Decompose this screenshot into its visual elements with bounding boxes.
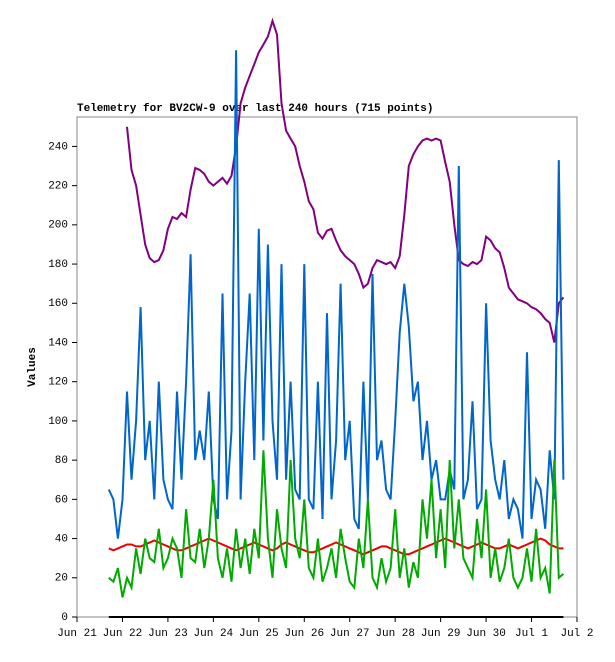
y-tick-label: 100 (48, 416, 68, 428)
series-line (107, 50, 565, 539)
y-tick-label: 120 (48, 377, 68, 389)
series-line (108, 537, 564, 556)
y-tick-label: 80 (55, 455, 68, 467)
y-tick-label: 160 (48, 298, 68, 310)
y-tick-label: 20 (55, 573, 68, 585)
series-line (108, 450, 565, 598)
y-tick-label: 60 (55, 494, 68, 506)
y-tick-label: 240 (48, 141, 68, 153)
y-axis-label: Values (27, 347, 39, 387)
y-tick-label: 180 (48, 259, 68, 271)
x-tick-label: Jun 28 (375, 628, 415, 640)
y-tick-label: 200 (48, 220, 68, 232)
series-line (126, 17, 565, 343)
x-tick-label: Jun 23 (148, 628, 188, 640)
y-tick-label: 40 (55, 533, 68, 545)
x-tick-label: Jul 2 (560, 628, 593, 640)
y-tick-label: 0 (61, 612, 68, 624)
x-tick-label: Jun 21 (57, 628, 97, 640)
x-tick-label: Jun 22 (103, 628, 143, 640)
y-tick-label: 140 (48, 337, 68, 349)
x-tick-label: Jun 25 (239, 628, 279, 640)
x-tick-label: Jun 30 (466, 628, 506, 640)
x-tick-label: Jun 29 (421, 628, 461, 640)
chart-title: Telemetry for BV2CW-9 over last 240 hour… (77, 103, 433, 115)
x-tick-label: Jun 27 (330, 628, 370, 640)
x-tick-label: Jul 1 (515, 628, 548, 640)
x-tick-label: Jun 24 (194, 628, 234, 640)
x-tick-label: Jun 26 (284, 628, 324, 640)
y-tick-label: 220 (48, 181, 68, 193)
